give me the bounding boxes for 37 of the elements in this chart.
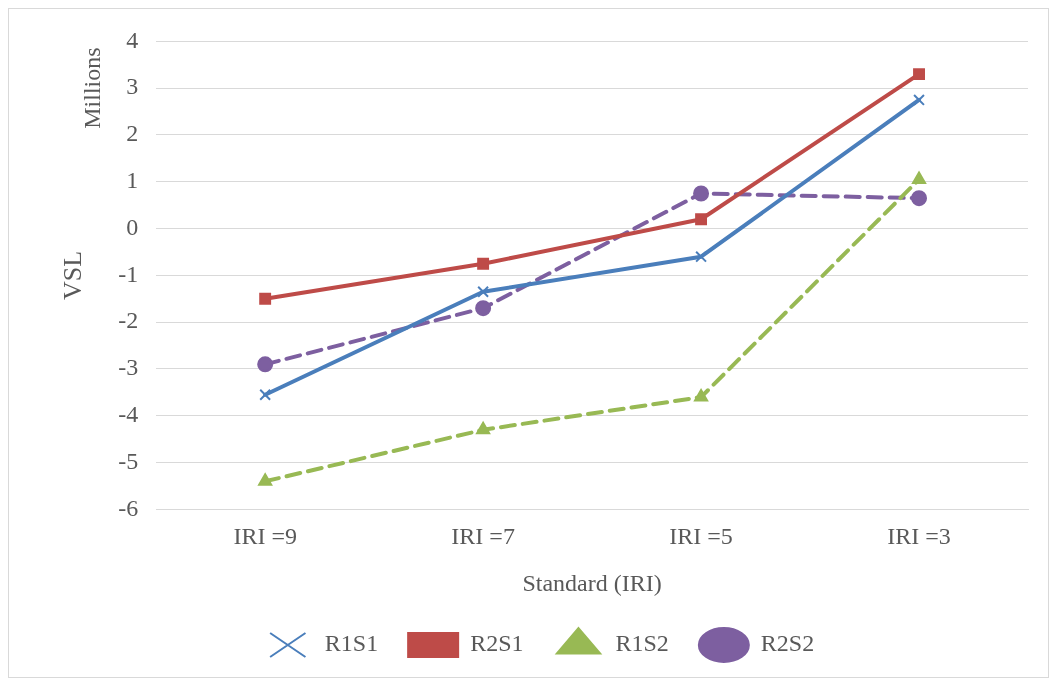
point [477,257,490,270]
point [257,356,274,373]
point [693,185,710,202]
y-tick-label: -2 [118,307,139,334]
y-tick-label: 4 [126,26,139,53]
y-tick-label: 3 [126,73,139,100]
y-tick-label: -4 [118,401,139,428]
y-tick-label: -1 [118,260,139,287]
y-tick-label: 2 [126,120,139,147]
x-tick-label: IRI =9 [233,523,297,550]
point [913,68,925,81]
legend-label: R2S2 [760,630,815,657]
legend-label: R1S1 [324,630,379,657]
legend-label: R1S2 [615,630,669,657]
x-tick-label: IRI =7 [451,523,515,550]
y-tick-label: 0 [126,213,139,240]
point [694,389,709,402]
y-tick-label: -6 [118,494,139,521]
point [477,285,490,298]
x-axis-title: Standard (IRI) [522,569,662,596]
point [476,421,491,435]
point [695,213,708,226]
y-tick-label: 1 [126,167,139,194]
y-axis-title: VSL [58,250,88,300]
point [911,190,928,207]
point [259,292,272,305]
point [695,250,708,263]
y-tick-label: -3 [118,354,139,381]
x-tick-label: IRI =5 [669,523,733,550]
point [475,300,492,317]
y-tick-label: -5 [118,447,139,474]
legend-label: R2S1 [470,630,524,657]
point [258,473,273,486]
x-tick-label: IRI =3 [887,523,951,550]
point [913,93,925,106]
point [259,388,272,401]
text: Millions [79,47,106,129]
